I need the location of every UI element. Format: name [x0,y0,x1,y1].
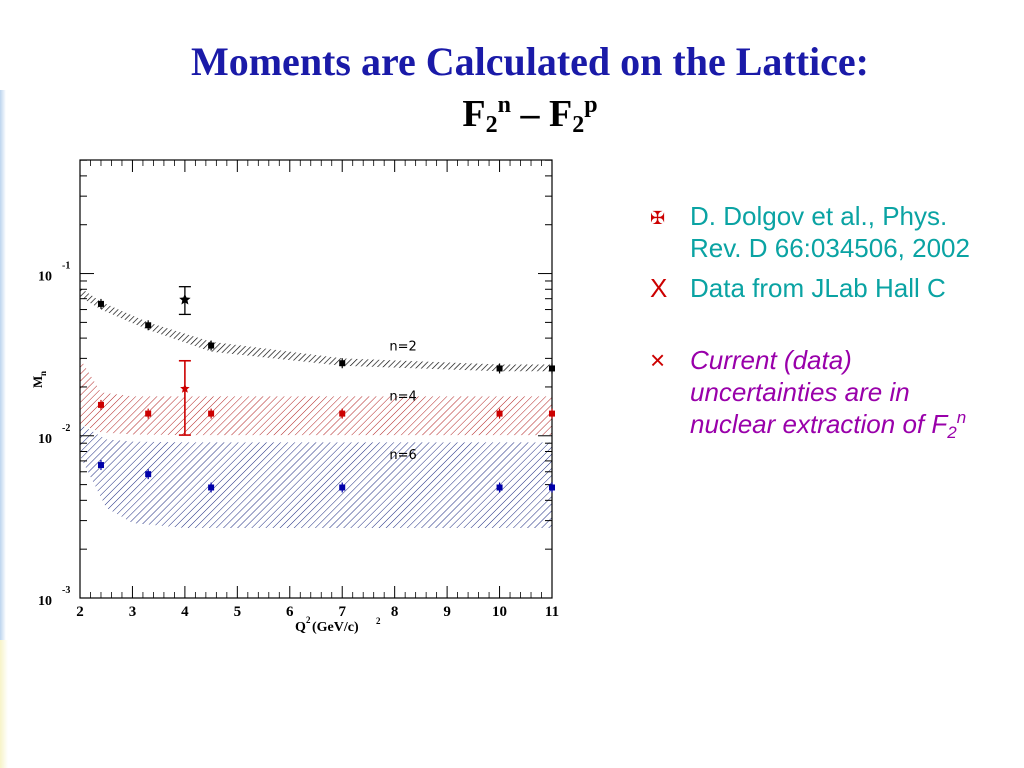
x-tick-label: 10 [492,604,507,620]
subtitle-sub-n: 2 [485,112,498,138]
left-accent-strip [0,90,6,768]
y-tick-label: 10 [38,432,52,447]
x-tick-label: 7 [338,604,346,620]
band-n6 [80,424,552,529]
bullet-uncertainties: × Current (data) uncertainties are in nu… [650,344,980,442]
subtitle-base: F [462,93,486,135]
y-axis-label-sub: n [38,371,48,376]
x-tick-label: 9 [443,604,451,620]
subtitle-sup-n: n [497,92,511,118]
x-axis-label-units: (GeV/c) [312,620,359,635]
y-tick-label: 10 [38,594,52,609]
series-label-n4: n=4 [389,389,416,404]
bullet-uncertainties-sub: 2 [947,423,957,442]
subtitle-sup-p: p [584,92,598,118]
series-label-n6: n=6 [389,448,416,463]
x-tick-label: 6 [286,604,294,620]
subtitle-dash: – [511,93,549,135]
slide-subtitle: F2n – F2p [0,92,1024,138]
bullet-dolgov: ✠ D. Dolgov et al., Phys. Rev. D 66:0345… [650,200,980,264]
y-tick-label-exponent: -3 [62,585,70,596]
times-marker-icon: × [650,345,666,375]
bullet-jlab-text: Data from JLab Hall C [690,273,946,303]
bullet-dolgov-text: D. Dolgov et al., Phys. Rev. D 66:034506… [690,201,970,263]
slide-title: Moments are Calculated on the Lattice: [190,39,869,84]
bullet-jlab: X Data from JLab Hall C [650,272,980,304]
subtitle-base-p: F [549,93,573,135]
bullet-uncertainties-text: Current (data) uncertainties are in nucl… [690,345,948,439]
subtitle-sub-p: 2 [572,112,585,138]
x-marker-icon: X [650,273,668,303]
x-tick-label: 5 [234,604,242,620]
x-tick-label: 8 [391,604,399,620]
y-axis-label: M [30,376,45,388]
y-tick-label-exponent: -2 [62,423,70,434]
band-n4 [80,358,552,436]
bullet-uncertainties-sup: n [956,408,967,427]
y-tick-label: 10 [38,270,52,285]
bullet-list: ✠ D. Dolgov et al., Phys. Rev. D 66:0345… [650,200,980,448]
jlab-red-point-star [180,383,190,393]
x-tick-label: 2 [76,604,84,620]
x-tick-label: 11 [545,604,559,620]
x-axis-label-units-sup: 2 [376,616,381,626]
x-tick-label: 3 [129,604,137,620]
x-axis-label: Q [295,620,306,635]
band-n2 [80,287,552,372]
series-label-n2: n=2 [389,340,416,355]
cross-icon: ✠ [650,208,666,228]
x-tick-label: 4 [181,604,189,620]
plot-frame [79,159,553,599]
jlab-point-star [179,293,191,305]
x-axis-label-sup: 2 [306,615,311,625]
left-accent-strip-bottom [0,640,8,768]
y-tick-label-exponent: -1 [62,261,70,272]
